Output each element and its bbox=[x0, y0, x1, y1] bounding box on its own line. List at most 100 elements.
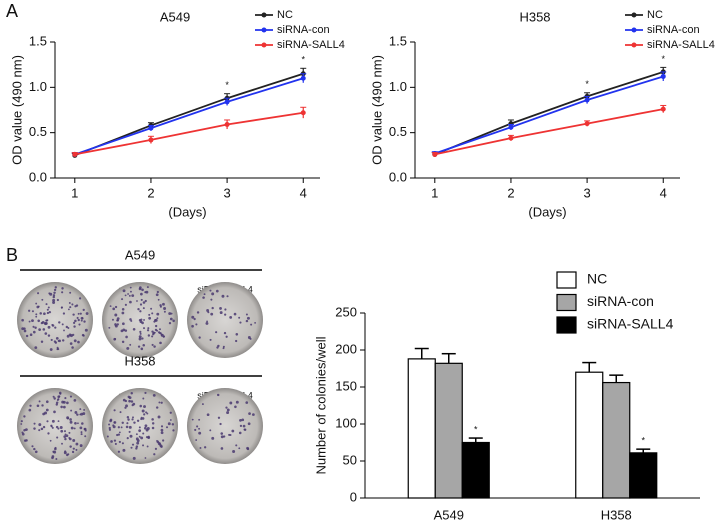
colony bbox=[156, 290, 159, 294]
colony bbox=[226, 411, 230, 415]
colony bbox=[133, 421, 136, 424]
colony bbox=[80, 412, 84, 416]
colony bbox=[110, 440, 113, 443]
colony bbox=[49, 292, 53, 296]
colony bbox=[77, 340, 80, 344]
colony bbox=[47, 432, 50, 435]
x-tick-label: 2 bbox=[147, 185, 154, 200]
colony bbox=[138, 335, 142, 339]
colony bbox=[235, 444, 238, 447]
colony bbox=[69, 395, 73, 398]
colony bbox=[235, 339, 238, 343]
dish bbox=[17, 282, 93, 358]
colony bbox=[229, 316, 233, 319]
colony bbox=[44, 411, 48, 415]
colony bbox=[69, 291, 72, 294]
colony bbox=[145, 290, 149, 294]
colony bbox=[41, 404, 44, 407]
colony bbox=[37, 305, 40, 308]
colony bbox=[245, 319, 249, 323]
colony bbox=[125, 404, 128, 408]
colony bbox=[80, 431, 83, 434]
series-line bbox=[74, 77, 304, 156]
colony bbox=[217, 344, 220, 348]
colony bbox=[108, 428, 112, 431]
y-tick-label: 1.0 bbox=[389, 79, 407, 94]
colony bbox=[51, 323, 54, 326]
colony bbox=[242, 424, 246, 428]
colony bbox=[143, 319, 145, 321]
legend-marker bbox=[261, 27, 267, 33]
colony bbox=[153, 345, 156, 348]
colony bbox=[127, 293, 129, 295]
legend-marker bbox=[631, 27, 637, 33]
colony bbox=[151, 312, 154, 315]
colony bbox=[238, 316, 241, 319]
colony bbox=[223, 331, 227, 335]
colony bbox=[64, 450, 67, 453]
colony bbox=[211, 436, 215, 440]
legend-marker bbox=[631, 12, 637, 18]
colony bbox=[85, 312, 89, 315]
colony bbox=[28, 309, 31, 312]
colony bbox=[32, 330, 36, 334]
colony bbox=[235, 400, 239, 404]
colony bbox=[53, 288, 57, 292]
colony bbox=[126, 346, 130, 350]
marker bbox=[224, 99, 230, 105]
colony bbox=[160, 425, 164, 428]
legend-label: siRNA-SALL4 bbox=[587, 316, 674, 332]
colony bbox=[120, 426, 123, 429]
colony bbox=[245, 313, 248, 316]
colony bbox=[130, 290, 132, 293]
colony bbox=[139, 303, 143, 306]
colony bbox=[163, 307, 167, 310]
x-tick-label: 4 bbox=[300, 185, 307, 200]
colony bbox=[49, 439, 52, 442]
colony bbox=[35, 313, 38, 316]
colony bbox=[138, 426, 141, 429]
legend-swatch bbox=[556, 316, 577, 334]
colony bbox=[58, 321, 61, 324]
colony bbox=[38, 328, 42, 332]
colony bbox=[211, 306, 214, 310]
colony bbox=[28, 408, 32, 412]
colony bbox=[72, 439, 76, 442]
dish bbox=[187, 282, 263, 358]
colony bbox=[121, 298, 124, 301]
colony bbox=[168, 312, 172, 316]
colony bbox=[136, 419, 140, 422]
colony bbox=[71, 346, 74, 349]
x-tick-label: 2 bbox=[507, 185, 514, 200]
colony bbox=[112, 425, 116, 429]
marker bbox=[660, 106, 666, 112]
legend-label: siRNA-con bbox=[587, 293, 654, 309]
colony bbox=[51, 426, 54, 429]
colony bbox=[246, 316, 250, 320]
colony bbox=[74, 421, 77, 425]
colony bbox=[38, 423, 42, 427]
colony bbox=[196, 425, 199, 428]
x-tick-label: 4 bbox=[660, 185, 667, 200]
colony bbox=[135, 447, 138, 450]
colony bbox=[124, 303, 127, 306]
colony bbox=[33, 427, 36, 430]
colony bbox=[25, 428, 28, 432]
colony bbox=[198, 427, 201, 430]
colony bbox=[61, 442, 63, 445]
colony bbox=[54, 286, 57, 289]
x-tick-label: H358 bbox=[601, 507, 632, 522]
colony bbox=[124, 294, 127, 297]
colony bbox=[201, 403, 204, 406]
colony bbox=[131, 294, 135, 298]
colony bbox=[220, 435, 224, 439]
colony bbox=[77, 422, 79, 425]
colony bbox=[59, 392, 62, 395]
colony bbox=[61, 287, 64, 290]
colony bbox=[52, 450, 55, 453]
colony bbox=[53, 340, 57, 343]
colony bbox=[225, 406, 228, 409]
colony bbox=[130, 400, 134, 403]
colony bbox=[73, 339, 77, 343]
colony bbox=[221, 294, 225, 298]
